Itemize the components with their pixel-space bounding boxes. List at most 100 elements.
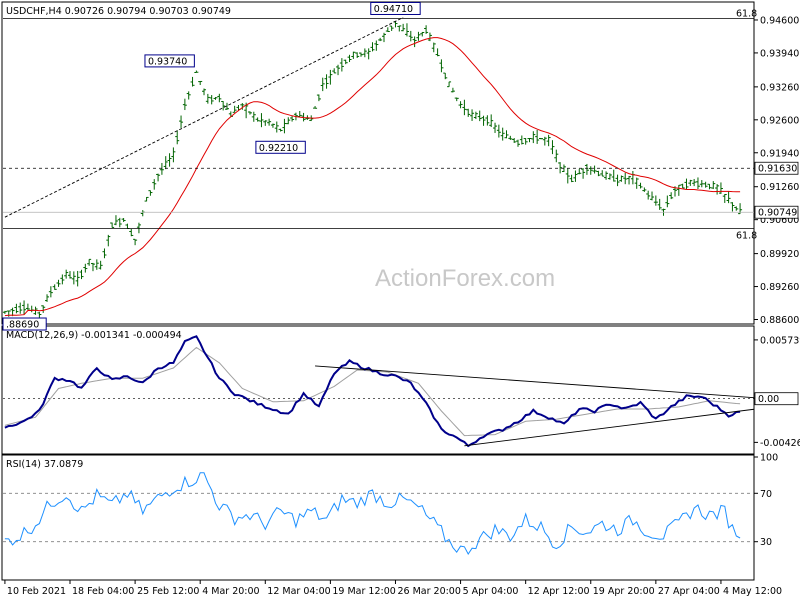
price-bar (159, 162, 164, 175)
price-bar (324, 74, 329, 89)
price-bar (255, 117, 260, 122)
price-bar (558, 162, 563, 174)
price-bar (427, 32, 432, 42)
price-bar (133, 238, 138, 246)
time-axis-label: 27 Apr 04:00 (658, 586, 720, 597)
price-bar (240, 103, 245, 110)
watermark: ActionForex.com (375, 265, 555, 292)
time-axis-label: 10 Feb 2021 (7, 586, 66, 597)
price-bar (573, 170, 578, 182)
price-bar (516, 139, 521, 147)
swing-label-box (2, 317, 47, 331)
price-bar (508, 135, 513, 140)
price-bar (611, 169, 616, 182)
price-bar (604, 171, 609, 180)
price-bar (500, 127, 505, 141)
time-axis-label: 12 Mar 04:00 (267, 586, 330, 597)
time-axis-label: 4 Mar 20:00 (202, 586, 259, 597)
price-bar (450, 87, 455, 93)
price-bar (343, 59, 348, 65)
price-bar (125, 223, 130, 229)
price-bar (217, 93, 222, 103)
macd-current-text: 0.00 (758, 394, 779, 405)
price-bar (439, 59, 444, 73)
price-bar (688, 179, 693, 186)
price-bar (355, 52, 360, 59)
price-bar (726, 191, 731, 204)
price-bar (431, 42, 436, 53)
price-bar (470, 109, 475, 121)
price-bar (175, 130, 180, 145)
rsi-axis-label: 70 (760, 489, 772, 500)
price-bar (110, 222, 115, 228)
price-bar (389, 25, 394, 31)
price-bar (569, 174, 574, 183)
price-bar (707, 183, 712, 190)
fib-level-label: 61.8 (736, 8, 757, 19)
macd-signal-line (4, 346, 741, 437)
price-bar (650, 191, 655, 201)
price-axis-label: 0.93260 (760, 82, 799, 93)
price-bar (2, 310, 7, 314)
price-bar (665, 195, 670, 208)
time-axis-label: 25 Feb 12:00 (137, 586, 199, 597)
price-bar (519, 135, 524, 145)
price-bar (447, 81, 452, 88)
price-bar (703, 181, 708, 188)
price-bar (224, 102, 229, 110)
price-bar (117, 217, 122, 228)
rsi-axis-label: 30 (760, 537, 772, 548)
price-bar (381, 32, 386, 43)
price-bar (374, 40, 379, 51)
price-bar (209, 95, 214, 105)
ohlc-header-text: 0.90726 0.90794 0.90703 0.90749 (65, 6, 231, 17)
price-bar (711, 181, 716, 190)
price-bar (619, 175, 624, 182)
price-bar (692, 178, 697, 187)
price-bar (404, 23, 409, 37)
price-axis-label: 0.93940 (760, 48, 799, 59)
price-bar (247, 111, 252, 115)
price-bar (699, 180, 704, 188)
price-bar (60, 274, 65, 285)
price-bar (163, 156, 168, 170)
price-bar (290, 115, 295, 122)
price-bar (489, 114, 494, 128)
macd-trendline (464, 408, 755, 447)
price-bar (45, 294, 50, 302)
price-bar (412, 36, 417, 48)
price-axis-label: 0.94600 (760, 15, 799, 26)
time-axis-label: 4 May 12:00 (723, 586, 782, 597)
price-bar (542, 136, 547, 146)
price-bar (435, 48, 440, 57)
price-bar (477, 110, 482, 122)
price-bar (581, 168, 586, 179)
price-bar (642, 187, 647, 192)
price-bar (596, 170, 601, 177)
price-bar (64, 269, 69, 279)
price-bar (259, 113, 264, 128)
price-bar (316, 94, 321, 102)
price-bar (144, 196, 149, 202)
price-bar (336, 64, 341, 76)
price-bar (267, 118, 272, 126)
price-bar (313, 106, 318, 109)
macd-axis-label: 0.005739 (760, 335, 800, 346)
price-bar (504, 130, 509, 139)
price-bar (527, 137, 532, 143)
price-bar (297, 110, 302, 117)
price-bar (136, 222, 141, 234)
macd-current-label: 0.00 (754, 392, 799, 405)
price-bar (167, 153, 172, 167)
price-bar (190, 76, 195, 87)
price-bar (282, 118, 287, 134)
price-axis-label: 0.92600 (760, 115, 799, 126)
price-bar (715, 184, 720, 195)
price-bar (531, 131, 536, 144)
price-bar (79, 269, 84, 280)
level-price-label-text: 0.91630 (758, 164, 797, 175)
price-axis-label: 0.91940 (760, 148, 799, 159)
macd-layer (3, 335, 755, 448)
price-bar (466, 108, 471, 117)
